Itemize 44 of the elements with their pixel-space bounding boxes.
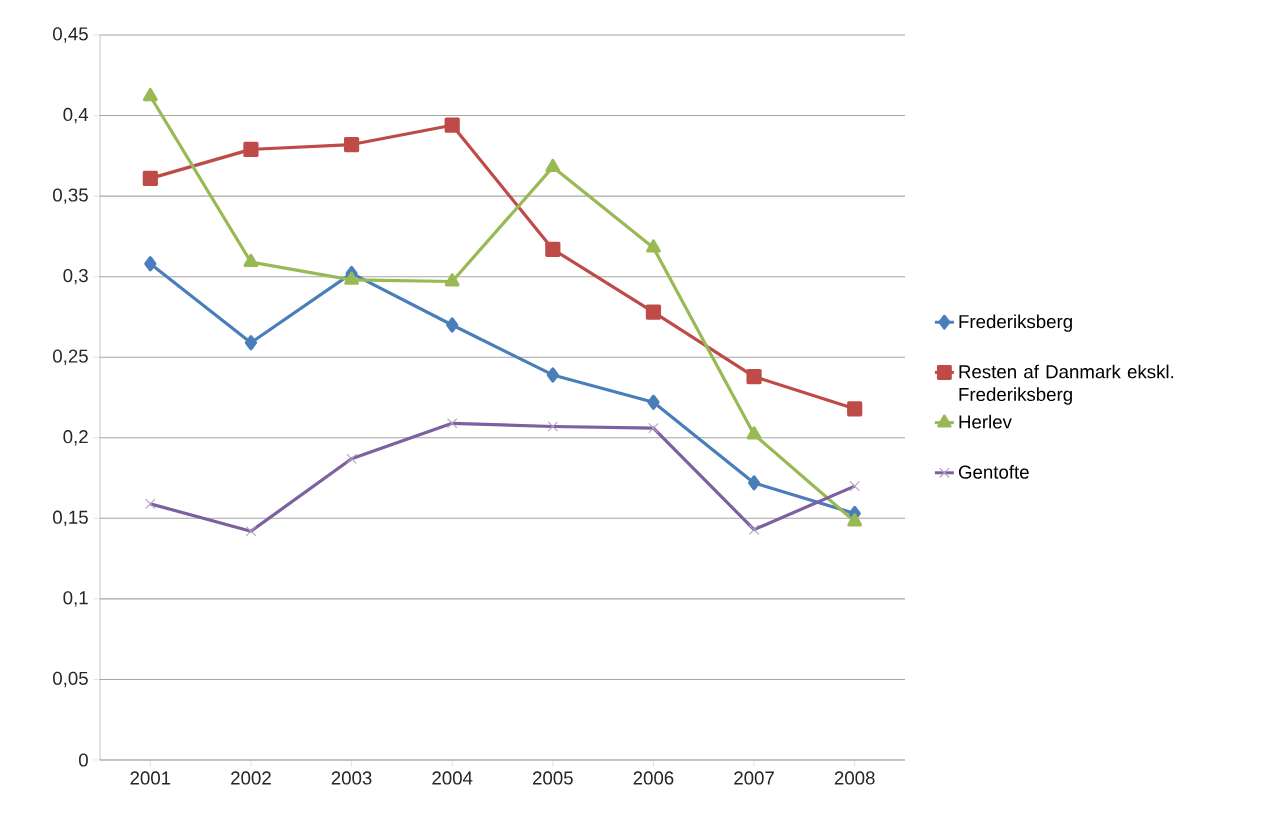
point — [444, 273, 460, 287]
x-tick-label: 2003 — [331, 771, 372, 785]
y-tick-label: 0,4 — [63, 107, 89, 124]
x-tick-label: 2006 — [633, 771, 674, 785]
legend-label: Frederiksberg — [959, 314, 1072, 332]
y-tick-label: 0,35 — [53, 188, 88, 204]
x-tick-label: 2002 — [231, 771, 271, 785]
point — [142, 87, 158, 102]
point — [746, 426, 762, 440]
legend-label: Resten af Danmark ekskl. Frederiksberg — [959, 364, 1174, 405]
point — [243, 253, 259, 268]
point — [747, 475, 761, 491]
x-tick-label: 2001 — [130, 771, 171, 785]
x-tick-label: 2004 — [432, 771, 473, 785]
point — [243, 141, 259, 157]
point — [144, 256, 157, 272]
point — [546, 367, 559, 383]
legend-label: Herlev — [959, 414, 1012, 429]
point — [244, 335, 258, 351]
point — [647, 394, 660, 410]
point — [446, 317, 459, 333]
y-tick-label: 0,1 — [63, 591, 88, 607]
point — [746, 368, 762, 385]
point — [545, 158, 561, 173]
legend-label: Gentofte — [958, 465, 1029, 479]
x-tick-label: 2005 — [533, 771, 573, 785]
y-tick-label: 0 — [78, 753, 88, 767]
y-tick-label: 0,15 — [53, 510, 88, 527]
y-tick-label: 0,25 — [53, 349, 88, 365]
point — [343, 136, 360, 153]
y-tick-label: 0,45 — [53, 27, 88, 43]
point — [847, 401, 863, 417]
point — [646, 239, 661, 253]
point — [142, 170, 158, 186]
point — [645, 304, 662, 320]
point — [545, 241, 561, 257]
point — [847, 513, 863, 527]
y-tick-label: 0,2 — [63, 430, 88, 446]
y-tick-label: 0,3 — [63, 268, 88, 285]
point — [444, 117, 460, 133]
y-tick-label: 0,05 — [53, 671, 88, 688]
x-tick-label: 2008 — [834, 771, 875, 785]
point — [344, 271, 359, 285]
x-tick-label: 2007 — [734, 771, 774, 785]
